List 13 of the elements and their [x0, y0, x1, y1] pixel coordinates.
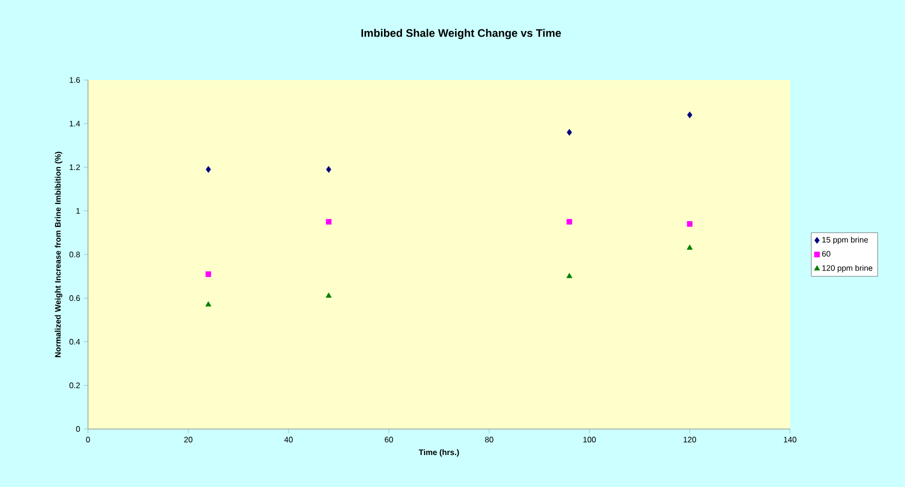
point	[326, 292, 332, 298]
point	[686, 244, 693, 250]
chart-title: Imbibed Shale Weight Change vs Time	[361, 28, 561, 40]
point	[205, 301, 212, 306]
point	[326, 218, 332, 225]
point	[326, 166, 332, 173]
point	[566, 128, 572, 136]
point	[206, 271, 212, 277]
point	[686, 221, 693, 227]
point	[566, 272, 572, 278]
point	[687, 112, 692, 118]
point	[566, 218, 572, 225]
point	[206, 166, 211, 173]
